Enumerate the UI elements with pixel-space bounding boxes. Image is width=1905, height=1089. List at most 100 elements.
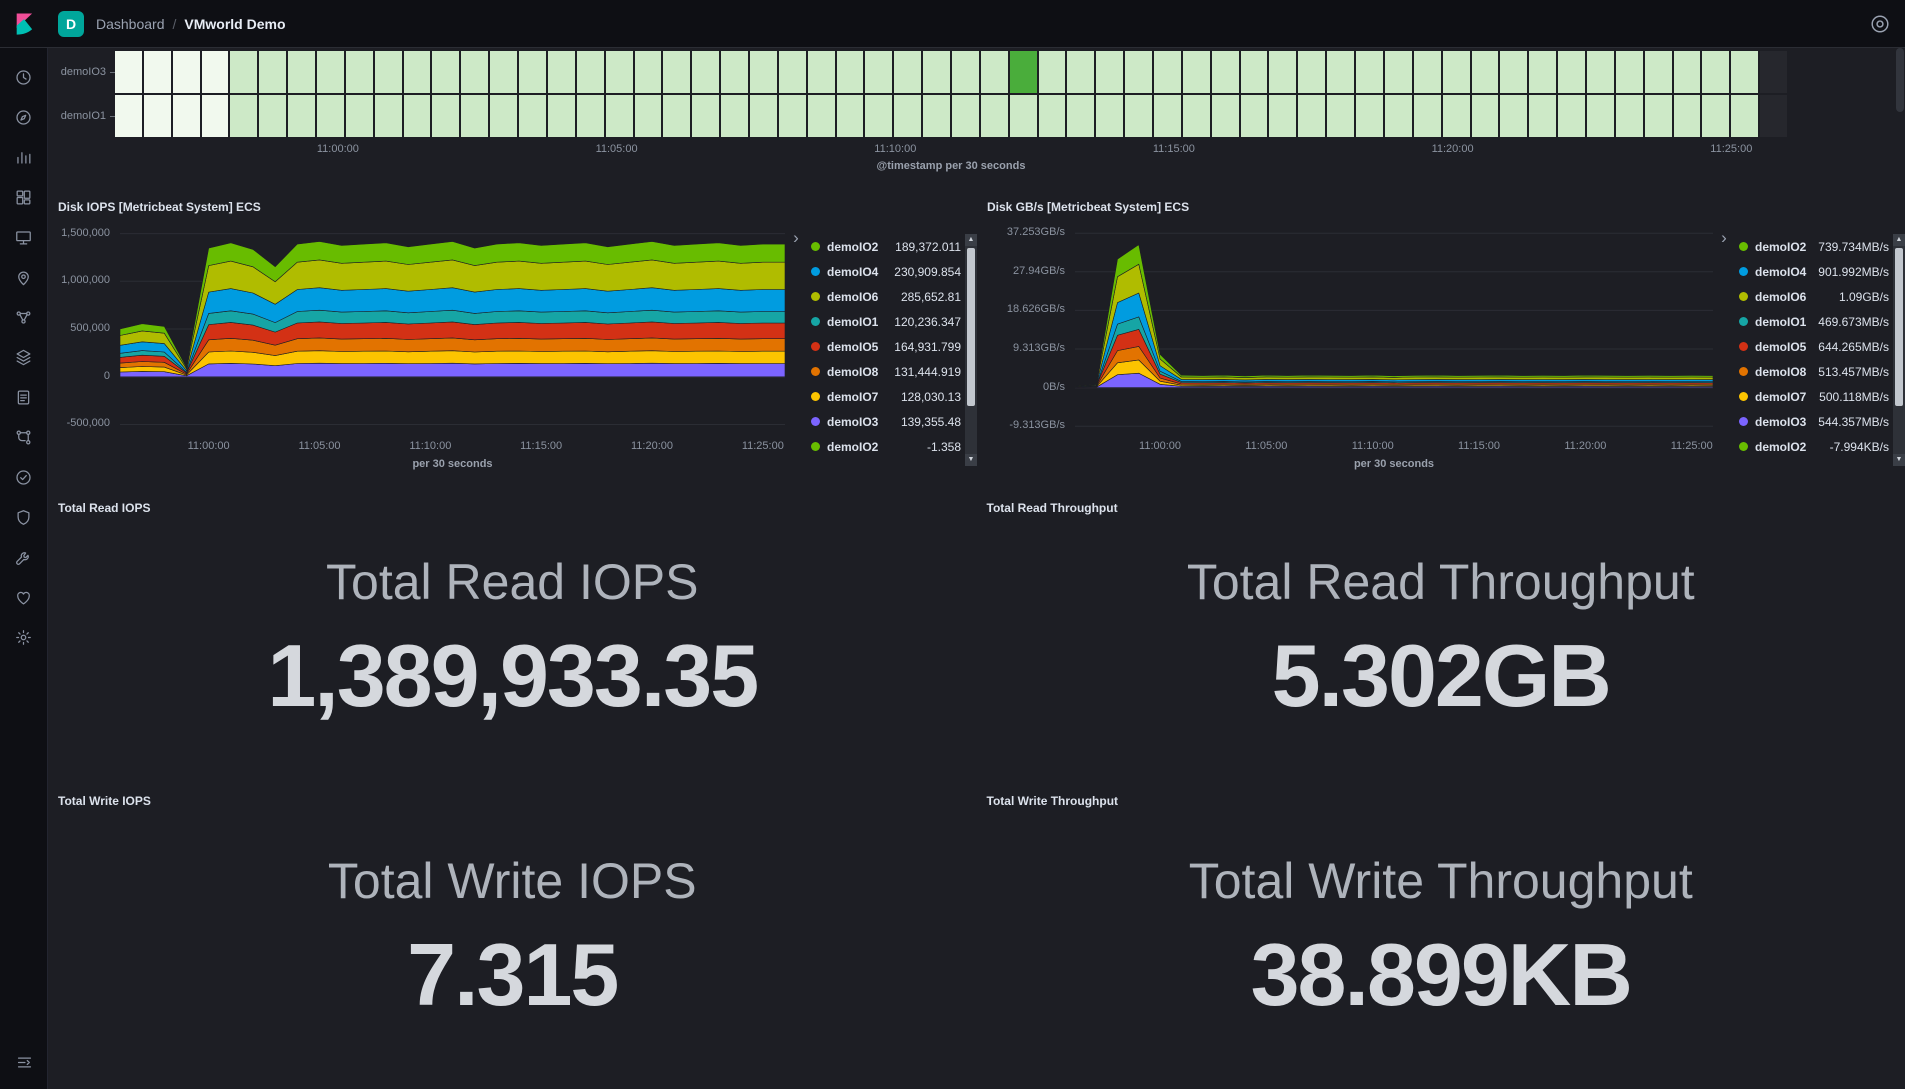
heatmap-cell[interactable] [1529,51,1557,93]
heatmap-cell[interactable] [1384,51,1412,93]
heatmap-cell[interactable] [1038,95,1066,137]
heatmap-cell[interactable] [778,95,806,137]
heatmap-cell[interactable] [1298,51,1326,93]
legend-item[interactable]: demoIO2 739.734MB/s [1735,234,1893,259]
heatmap-cell[interactable] [1731,95,1759,137]
heatmap-cell[interactable] [1211,51,1239,93]
scrollbar-track[interactable] [1893,246,1905,454]
legend-item[interactable]: demoIO5 164,931.799 [807,334,965,359]
sidebar-item-uptime[interactable] [0,460,48,500]
heatmap-cell[interactable] [1702,51,1730,93]
heatmap-cell[interactable] [143,51,171,93]
heatmap-cell[interactable] [692,95,720,137]
sidebar-item-machine-learning[interactable] [0,300,48,340]
heatmap-cell[interactable] [1182,51,1210,93]
heatmap-cell[interactable] [1211,95,1239,137]
heatmap-cell[interactable] [1471,51,1499,93]
heatmap-cell[interactable] [1125,95,1153,137]
heatmap-cell[interactable] [143,95,171,137]
legend-item[interactable]: demoIO3 544.357MB/s [1735,409,1893,434]
stacked-area-chart[interactable] [1075,226,1713,434]
heatmap-cell[interactable] [663,51,691,93]
heatmap-cell[interactable] [490,51,518,93]
scrollbar-thumb[interactable] [967,248,975,406]
heatmap-cell[interactable] [1327,51,1355,93]
heatmap-cell[interactable] [576,51,604,93]
legend-item[interactable]: demoIO3 139,355.48 [807,409,965,434]
heatmap-cell[interactable] [172,95,200,137]
legend-item[interactable]: demoIO4 901.992MB/s [1735,259,1893,284]
heatmap-cell[interactable] [1442,95,1470,137]
page-scrollbar-thumb[interactable] [1896,48,1904,112]
heatmap-cell[interactable] [749,51,777,93]
heatmap-cell[interactable] [201,95,229,137]
breadcrumb-dashboard-link[interactable]: Dashboard [96,15,165,32]
heatmap-cell[interactable] [807,95,835,137]
legend-collapse-icon[interactable]: › [793,228,799,247]
legend-scrollbar[interactable]: ▲ ▼ [1893,234,1905,466]
heatmap-cell[interactable] [1615,51,1643,93]
heatmap-cell[interactable] [1038,51,1066,93]
heatmap-cell[interactable] [1269,95,1297,137]
heatmap-cell[interactable] [1731,51,1759,93]
heatmap-cell[interactable] [1269,51,1297,93]
heatmap-cell[interactable] [1356,51,1383,93]
kibana-logo[interactable] [0,11,48,37]
heatmap-cell[interactable] [1154,51,1181,93]
heatmap-cell[interactable] [259,95,287,137]
heatmap-cell[interactable] [692,51,720,93]
heatmap-cell[interactable] [605,95,633,137]
heatmap-cell[interactable] [1096,51,1124,93]
user-menu-button[interactable] [1869,13,1891,35]
heatmap-cell[interactable] [721,95,748,137]
heatmap-cell[interactable] [980,51,1008,93]
sidebar-item-management[interactable] [0,620,48,660]
heatmap-cell[interactable] [1327,95,1355,137]
heatmap-cell[interactable] [1442,51,1470,93]
sidebar-item-logs[interactable] [0,380,48,420]
heatmap-cell[interactable] [230,95,258,137]
legend-item[interactable]: demoIO4 230,909.854 [807,259,965,284]
scrollbar-thumb[interactable] [1895,248,1903,406]
heatmap-cell[interactable] [1356,95,1383,137]
heatmap-cell[interactable] [115,51,142,93]
space-badge[interactable]: D [58,10,84,37]
heatmap-cell[interactable] [1760,95,1787,137]
legend-item[interactable]: demoIO2 -1.358 [807,434,965,459]
scroll-up-icon[interactable]: ▲ [965,234,977,246]
heatmap-cell[interactable] [1615,95,1643,137]
heatmap-cell[interactable] [923,95,950,137]
heatmap-cell[interactable] [721,51,748,93]
legend-scrollbar[interactable]: ▲ ▼ [965,234,977,466]
heatmap-cell[interactable] [576,95,604,137]
heatmap-cell[interactable] [403,95,431,137]
heatmap-cell[interactable] [865,51,893,93]
sidebar-item-infrastructure[interactable] [0,340,48,380]
sidebar-item-recently-viewed[interactable] [0,60,48,100]
heatmap-cell[interactable] [923,51,950,93]
sidebar-item-dev-tools[interactable] [0,540,48,580]
scroll-down-icon[interactable]: ▼ [1893,454,1905,466]
heatmap-cell[interactable] [1240,95,1268,137]
legend-item[interactable]: demoIO1 469.673MB/s [1735,309,1893,334]
legend-item[interactable]: demoIO5 644.265MB/s [1735,334,1893,359]
heatmap-cell[interactable] [519,51,546,93]
heatmap-cell[interactable] [1471,95,1499,137]
heatmap-cell[interactable] [1586,95,1614,137]
heatmap-cell[interactable] [432,95,460,137]
page-scrollbar[interactable] [1895,48,1905,1089]
heatmap-cell[interactable] [634,95,662,137]
heatmap-cell[interactable] [634,51,662,93]
heatmap-cell[interactable] [1067,95,1095,137]
heatmap-cell[interactable] [461,51,489,93]
heatmap-cell[interactable] [1500,95,1528,137]
heatmap-cell[interactable] [1067,51,1095,93]
heatmap-cell[interactable] [894,95,922,137]
legend-item[interactable]: demoIO2 -7.994KB/s [1735,434,1893,459]
legend-item[interactable]: demoIO8 513.457MB/s [1735,359,1893,384]
heatmap-cell[interactable] [1096,95,1124,137]
heatmap-cell[interactable] [317,95,344,137]
heatmap-cell[interactable] [1702,95,1730,137]
heatmap-cell[interactable] [1529,95,1557,137]
heatmap-cell[interactable] [201,51,229,93]
